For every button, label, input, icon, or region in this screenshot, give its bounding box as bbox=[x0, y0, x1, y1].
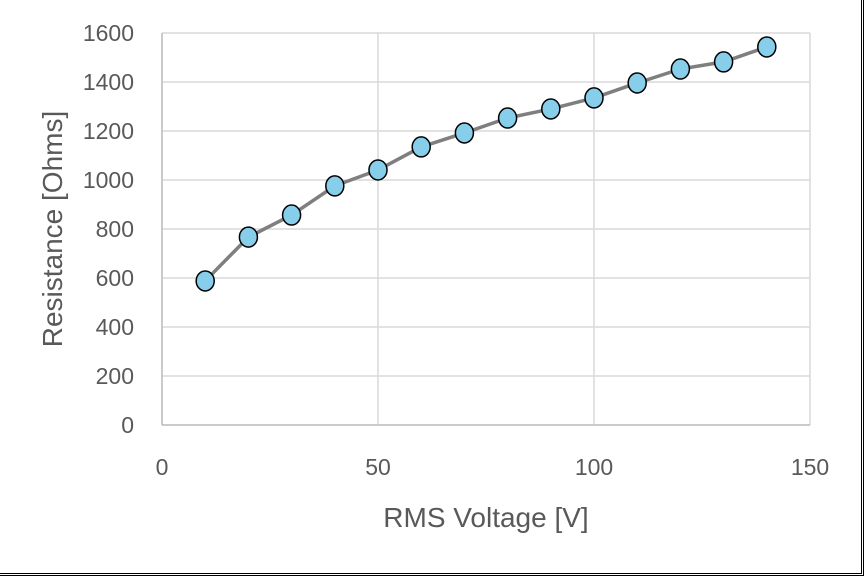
data-point-marker bbox=[713, 51, 734, 73]
y-tick-label: 0 bbox=[121, 412, 134, 438]
data-point-marker bbox=[584, 87, 604, 109]
y-axis-title: Resistance [Ohms] bbox=[37, 111, 68, 348]
data-point-marker bbox=[325, 175, 345, 197]
x-tick-label: 100 bbox=[575, 454, 613, 480]
y-tick-label: 200 bbox=[96, 363, 134, 389]
y-axis-ticks: 0 200 400 600 800 1000 1200 1400 1600 bbox=[83, 20, 134, 438]
data-point-marker bbox=[195, 270, 215, 292]
y-tick-label: 1400 bbox=[83, 69, 134, 95]
data-series bbox=[195, 36, 777, 292]
axes bbox=[161, 33, 810, 426]
data-point-marker bbox=[238, 226, 259, 248]
data-point-marker bbox=[368, 159, 388, 181]
data-point-marker bbox=[541, 98, 561, 120]
gridlines bbox=[161, 32, 811, 426]
data-point-marker bbox=[757, 36, 777, 58]
data-point-marker bbox=[281, 204, 302, 226]
data-point-marker bbox=[627, 72, 647, 94]
y-tick-label: 800 bbox=[96, 216, 134, 242]
x-tick-label: 0 bbox=[156, 454, 169, 480]
data-point-marker bbox=[497, 107, 518, 129]
data-point-marker bbox=[411, 136, 431, 158]
x-axis-title: RMS Voltage [V] bbox=[383, 502, 588, 533]
y-tick-label: 600 bbox=[96, 265, 134, 291]
x-axis-ticks: 0 50 100 150 bbox=[156, 454, 830, 480]
x-tick-label: 150 bbox=[791, 454, 829, 480]
y-tick-label: 400 bbox=[96, 314, 134, 340]
y-tick-label: 1000 bbox=[83, 167, 134, 193]
y-tick-label: 1200 bbox=[83, 118, 134, 144]
data-point-marker bbox=[670, 58, 691, 80]
data-point-marker bbox=[454, 122, 475, 144]
y-tick-label: 1600 bbox=[83, 20, 134, 46]
x-tick-label: 50 bbox=[365, 454, 391, 480]
